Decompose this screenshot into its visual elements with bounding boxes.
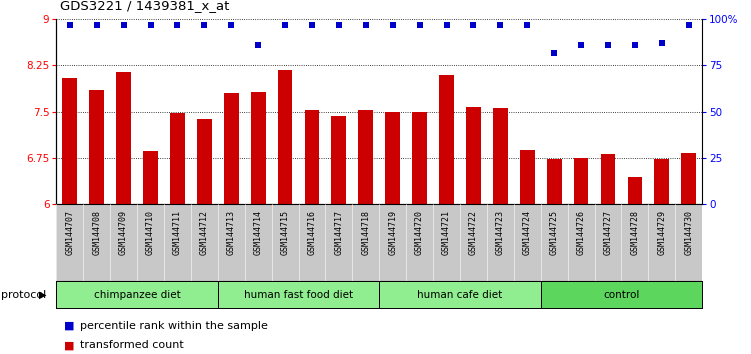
Bar: [218, 281, 379, 308]
Bar: [116, 72, 131, 204]
Text: GSM144713: GSM144713: [227, 210, 236, 255]
Bar: [466, 107, 481, 204]
Bar: [547, 159, 562, 204]
Text: GSM144721: GSM144721: [442, 210, 451, 255]
Point: [467, 22, 479, 28]
Text: GSM144716: GSM144716: [307, 210, 316, 255]
Text: GSM144722: GSM144722: [469, 210, 478, 255]
Text: GSM144717: GSM144717: [334, 210, 343, 255]
Text: GSM144730: GSM144730: [684, 210, 693, 255]
Text: transformed count: transformed count: [80, 341, 184, 350]
Bar: [493, 108, 508, 204]
Point: [144, 22, 156, 28]
Point: [548, 50, 560, 56]
Point: [333, 22, 345, 28]
Text: GSM144710: GSM144710: [146, 210, 155, 255]
Text: GSM144718: GSM144718: [361, 210, 370, 255]
Bar: [520, 150, 535, 204]
Text: GSM144728: GSM144728: [630, 210, 639, 255]
Bar: [681, 153, 696, 204]
Point: [683, 22, 695, 28]
Bar: [358, 110, 373, 204]
Text: GSM144712: GSM144712: [200, 210, 209, 255]
Bar: [170, 113, 185, 204]
Point: [279, 22, 291, 28]
Bar: [56, 281, 218, 308]
Text: GSM144714: GSM144714: [254, 210, 263, 255]
Text: GSM144719: GSM144719: [388, 210, 397, 255]
Point: [441, 22, 453, 28]
Bar: [197, 120, 212, 204]
Text: GDS3221 / 1439381_x_at: GDS3221 / 1439381_x_at: [60, 0, 230, 12]
Text: protocol: protocol: [1, 290, 46, 300]
Bar: [251, 92, 266, 204]
Text: ■: ■: [64, 341, 74, 350]
Bar: [379, 281, 541, 308]
Bar: [601, 154, 615, 204]
Bar: [62, 78, 77, 204]
Point: [91, 22, 103, 28]
Text: ■: ■: [64, 321, 74, 331]
Text: GSM144720: GSM144720: [415, 210, 424, 255]
Point: [64, 22, 76, 28]
Text: GSM144708: GSM144708: [92, 210, 101, 255]
Point: [656, 41, 668, 46]
Bar: [331, 116, 346, 204]
Bar: [439, 75, 454, 204]
Bar: [278, 70, 292, 204]
Text: GSM144725: GSM144725: [550, 210, 559, 255]
Text: human cafe diet: human cafe diet: [418, 290, 502, 300]
Point: [414, 22, 426, 28]
Text: ▶: ▶: [39, 290, 47, 300]
Bar: [305, 110, 319, 204]
Point: [118, 22, 130, 28]
Text: GSM144724: GSM144724: [523, 210, 532, 255]
Text: GSM144711: GSM144711: [173, 210, 182, 255]
Text: GSM144723: GSM144723: [496, 210, 505, 255]
Bar: [541, 281, 702, 308]
Point: [575, 42, 587, 48]
Point: [629, 42, 641, 48]
Text: chimpanzee diet: chimpanzee diet: [94, 290, 180, 300]
Bar: [654, 159, 669, 204]
Point: [252, 42, 264, 48]
Text: GSM144727: GSM144727: [604, 210, 613, 255]
Point: [225, 22, 237, 28]
Text: human fast food diet: human fast food diet: [244, 290, 353, 300]
Bar: [412, 112, 427, 204]
Text: GSM144709: GSM144709: [119, 210, 128, 255]
Bar: [224, 93, 239, 204]
Point: [171, 22, 183, 28]
Point: [306, 22, 318, 28]
Point: [387, 22, 399, 28]
Bar: [385, 112, 400, 204]
Point: [198, 22, 210, 28]
Text: percentile rank within the sample: percentile rank within the sample: [80, 321, 268, 331]
Text: GSM144707: GSM144707: [65, 210, 74, 255]
Bar: [143, 152, 158, 204]
Point: [602, 42, 614, 48]
Bar: [89, 90, 104, 204]
Bar: [574, 158, 589, 204]
Point: [521, 22, 533, 28]
Text: control: control: [603, 290, 640, 300]
Text: GSM144729: GSM144729: [657, 210, 666, 255]
Point: [360, 22, 372, 28]
Point: [494, 22, 506, 28]
Text: GSM144715: GSM144715: [281, 210, 290, 255]
Text: GSM144726: GSM144726: [577, 210, 586, 255]
Bar: [628, 177, 642, 204]
